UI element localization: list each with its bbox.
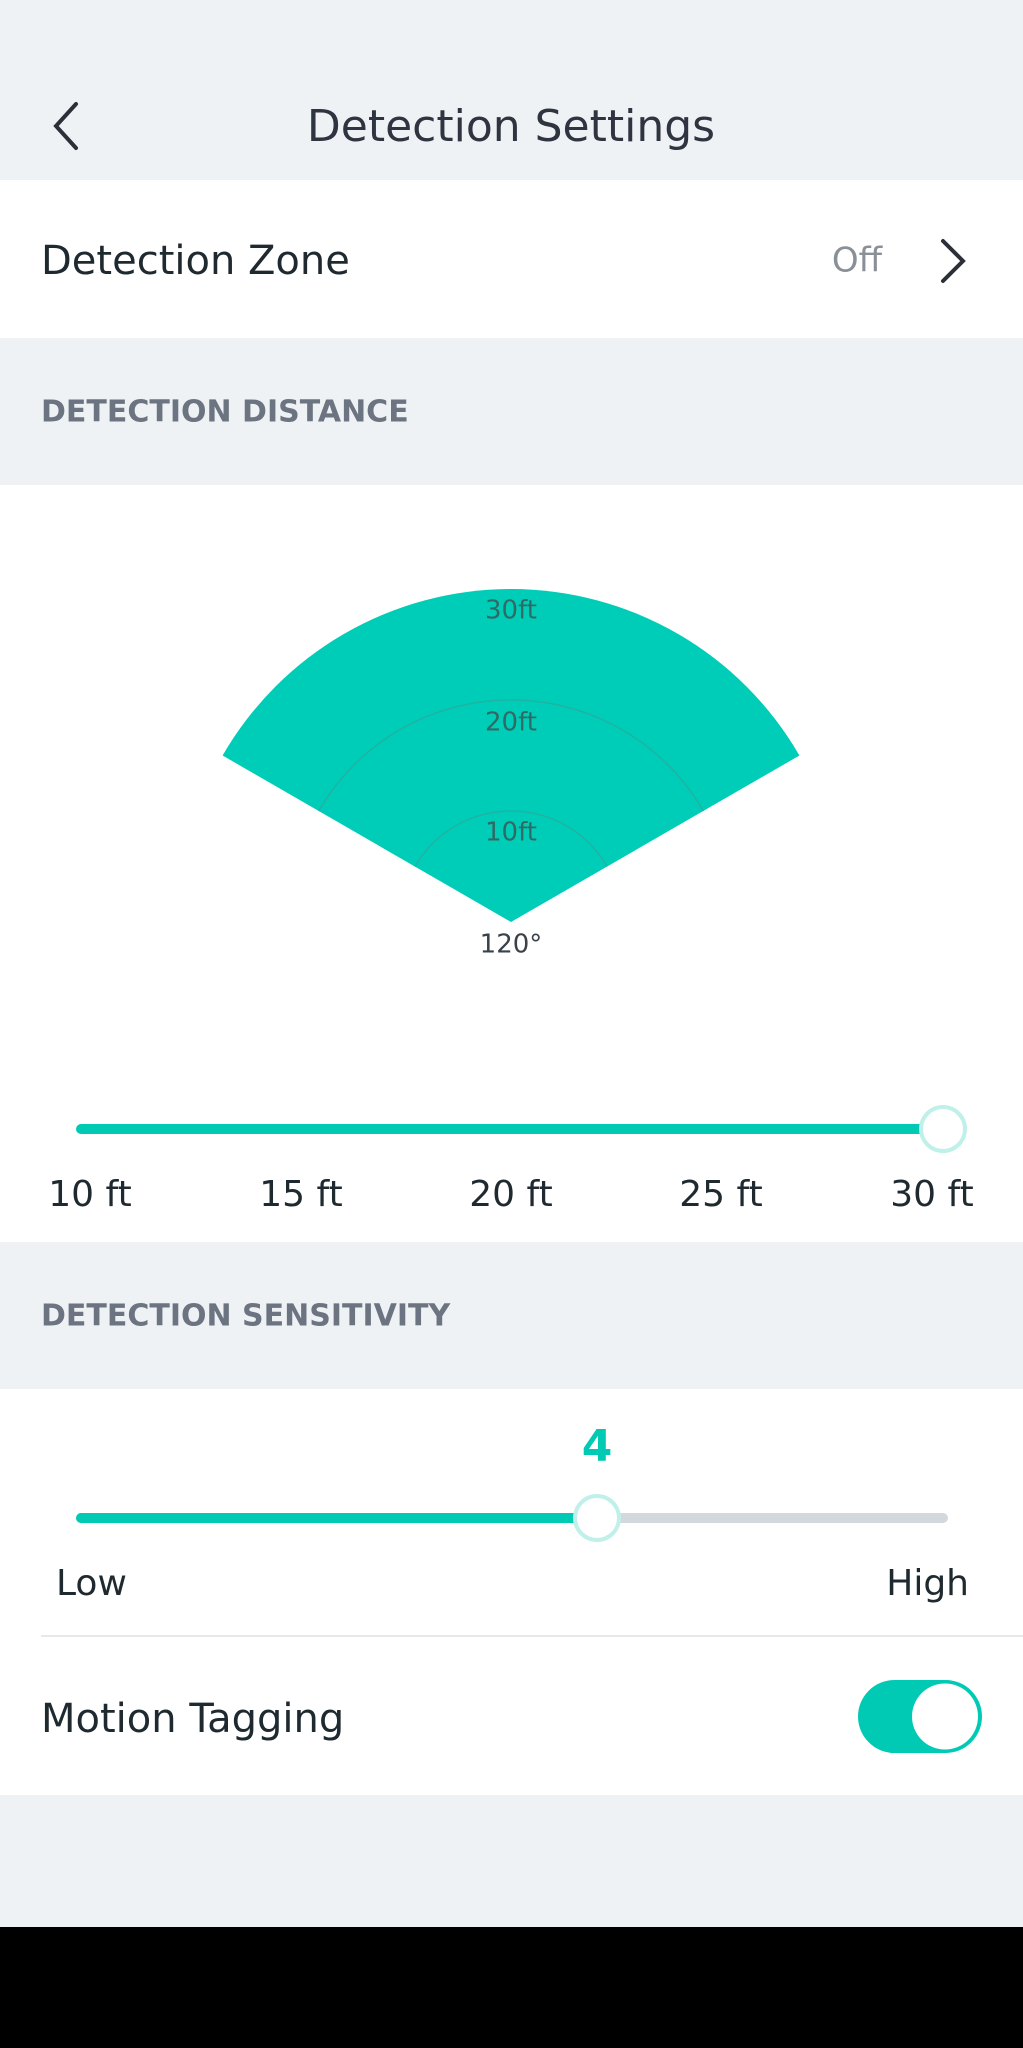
fan-label: 20ft: [485, 708, 537, 738]
high-label: High: [886, 1563, 969, 1604]
slider-label: 15 ft: [259, 1174, 342, 1215]
fan-label: 30ft: [485, 596, 537, 626]
slider-label: 30 ft: [890, 1174, 973, 1215]
back-button[interactable]: [53, 102, 78, 150]
slider-label: 20 ft: [469, 1174, 552, 1215]
range-arc: [414, 810, 608, 867]
detection-fan: [222, 588, 800, 922]
sensitivity-value: 4: [582, 1421, 613, 1472]
angle-label: 120°: [480, 930, 543, 960]
slider-label: 10 ft: [48, 1174, 131, 1215]
slider-label: 25 ft: [679, 1174, 762, 1215]
low-label: Low: [56, 1563, 127, 1604]
section-heading: DETECTION DISTANCE: [41, 395, 409, 430]
chevron: [941, 239, 966, 283]
detection-zone-row[interactable]: [0, 180, 1023, 338]
slider-thumb[interactable]: [919, 1105, 967, 1153]
row-value: Off: [832, 241, 884, 281]
section-heading: DETECTION SENSITIVITY: [41, 1299, 451, 1334]
fan-label: 10ft: [485, 818, 537, 848]
page-title: Detection Settings: [307, 101, 715, 152]
toggle-knob: [912, 1683, 978, 1750]
row-label: Detection Zone: [41, 238, 350, 284]
nav-bar: [0, 1927, 1023, 2048]
row-label: Motion Tagging: [41, 1696, 344, 1742]
range-arc: [318, 699, 704, 812]
slider-thumb[interactable]: [573, 1494, 621, 1542]
slider-labels: 10 ft 15 ft 20 ft 25 ft 30 ft: [48, 1174, 973, 1215]
sensitivity-panel: [0, 1389, 1023, 1795]
